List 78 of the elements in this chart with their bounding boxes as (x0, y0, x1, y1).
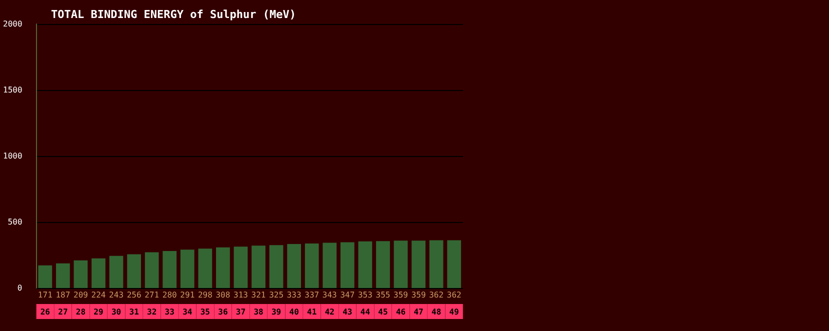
data-label: 359 (394, 290, 408, 300)
bar (109, 256, 124, 288)
x-tick-label: 38 (254, 308, 264, 316)
data-label: 291 (180, 290, 195, 300)
x-tick-label: 30 (111, 308, 122, 316)
data-label: 362 (446, 290, 462, 300)
bar (252, 246, 266, 288)
x-tick-label: 34 (182, 308, 192, 316)
bar (92, 258, 106, 288)
data-label: 337 (304, 290, 320, 300)
bar (287, 244, 302, 288)
data-label: 171 (38, 290, 53, 300)
data-label: 298 (198, 290, 213, 300)
data-label: 187 (56, 290, 70, 300)
bar (429, 240, 444, 288)
y-tick-label: 2000 (3, 20, 22, 28)
bar (56, 263, 70, 288)
x-tick-label: 32 (147, 308, 157, 316)
bar (162, 251, 177, 288)
x-tick-label: 45 (378, 308, 388, 316)
data-label: 325 (269, 290, 284, 300)
x-tick-label: 42 (324, 308, 335, 316)
y-tick-label: 500 (8, 218, 22, 226)
data-label: 209 (73, 290, 88, 300)
bar (447, 240, 462, 288)
bar (74, 260, 88, 288)
y-tick-label: 1000 (3, 152, 22, 160)
x-tick-label: 29 (94, 308, 104, 316)
bar (358, 241, 372, 288)
chart-title: TOTAL BINDING ENERGY of Sulphur (MeV) (51, 8, 296, 21)
data-label: 362 (429, 290, 444, 300)
bar (198, 248, 212, 288)
x-tick-label: 41 (307, 308, 317, 316)
data-label: 243 (109, 290, 124, 300)
data-label: 308 (216, 290, 230, 300)
bar (394, 240, 408, 288)
data-label: 280 (162, 290, 178, 300)
bar (144, 252, 159, 288)
bar (269, 245, 284, 288)
x-tick-label: 35 (200, 308, 210, 316)
bar (322, 242, 337, 288)
x-tick-label: 31 (129, 308, 140, 316)
x-tick-label: 26 (40, 308, 50, 316)
x-tick-label: 43 (342, 308, 352, 316)
bar (376, 241, 390, 288)
data-label: 353 (358, 290, 373, 300)
data-label: 343 (322, 290, 338, 300)
x-tick-label: 44 (360, 308, 370, 316)
x-tick-label: 37 (236, 308, 246, 316)
data-label: 359 (411, 290, 426, 300)
x-tick-label: 49 (449, 308, 460, 316)
x-tick-label: 33 (164, 308, 175, 316)
data-label: 256 (126, 290, 142, 300)
x-tick-label: 47 (414, 308, 424, 316)
data-label: 333 (286, 290, 302, 300)
bar (304, 244, 319, 288)
y-tick-label: 0 (17, 284, 22, 292)
data-label: 313 (234, 290, 248, 300)
data-label: 224 (91, 290, 106, 300)
data-label: 347 (340, 290, 355, 300)
x-tick-label: 39 (271, 308, 282, 316)
bar (340, 242, 354, 288)
data-label: 271 (144, 290, 160, 300)
x-tick-label: 27 (58, 308, 68, 316)
bar (234, 246, 248, 288)
bar (38, 265, 52, 288)
bar (127, 254, 141, 288)
data-label: 355 (376, 290, 390, 300)
bar (216, 247, 230, 288)
x-tick-label: 46 (396, 308, 406, 316)
y-tick-label: 1500 (3, 86, 22, 94)
x-tick-label: 36 (218, 308, 228, 316)
bar (180, 250, 194, 288)
x-tick-label: 28 (76, 308, 86, 316)
bar (412, 240, 426, 288)
x-tick-label: 40 (289, 308, 300, 316)
x-tick-label: 48 (432, 308, 442, 316)
data-label: 321 (251, 290, 266, 300)
